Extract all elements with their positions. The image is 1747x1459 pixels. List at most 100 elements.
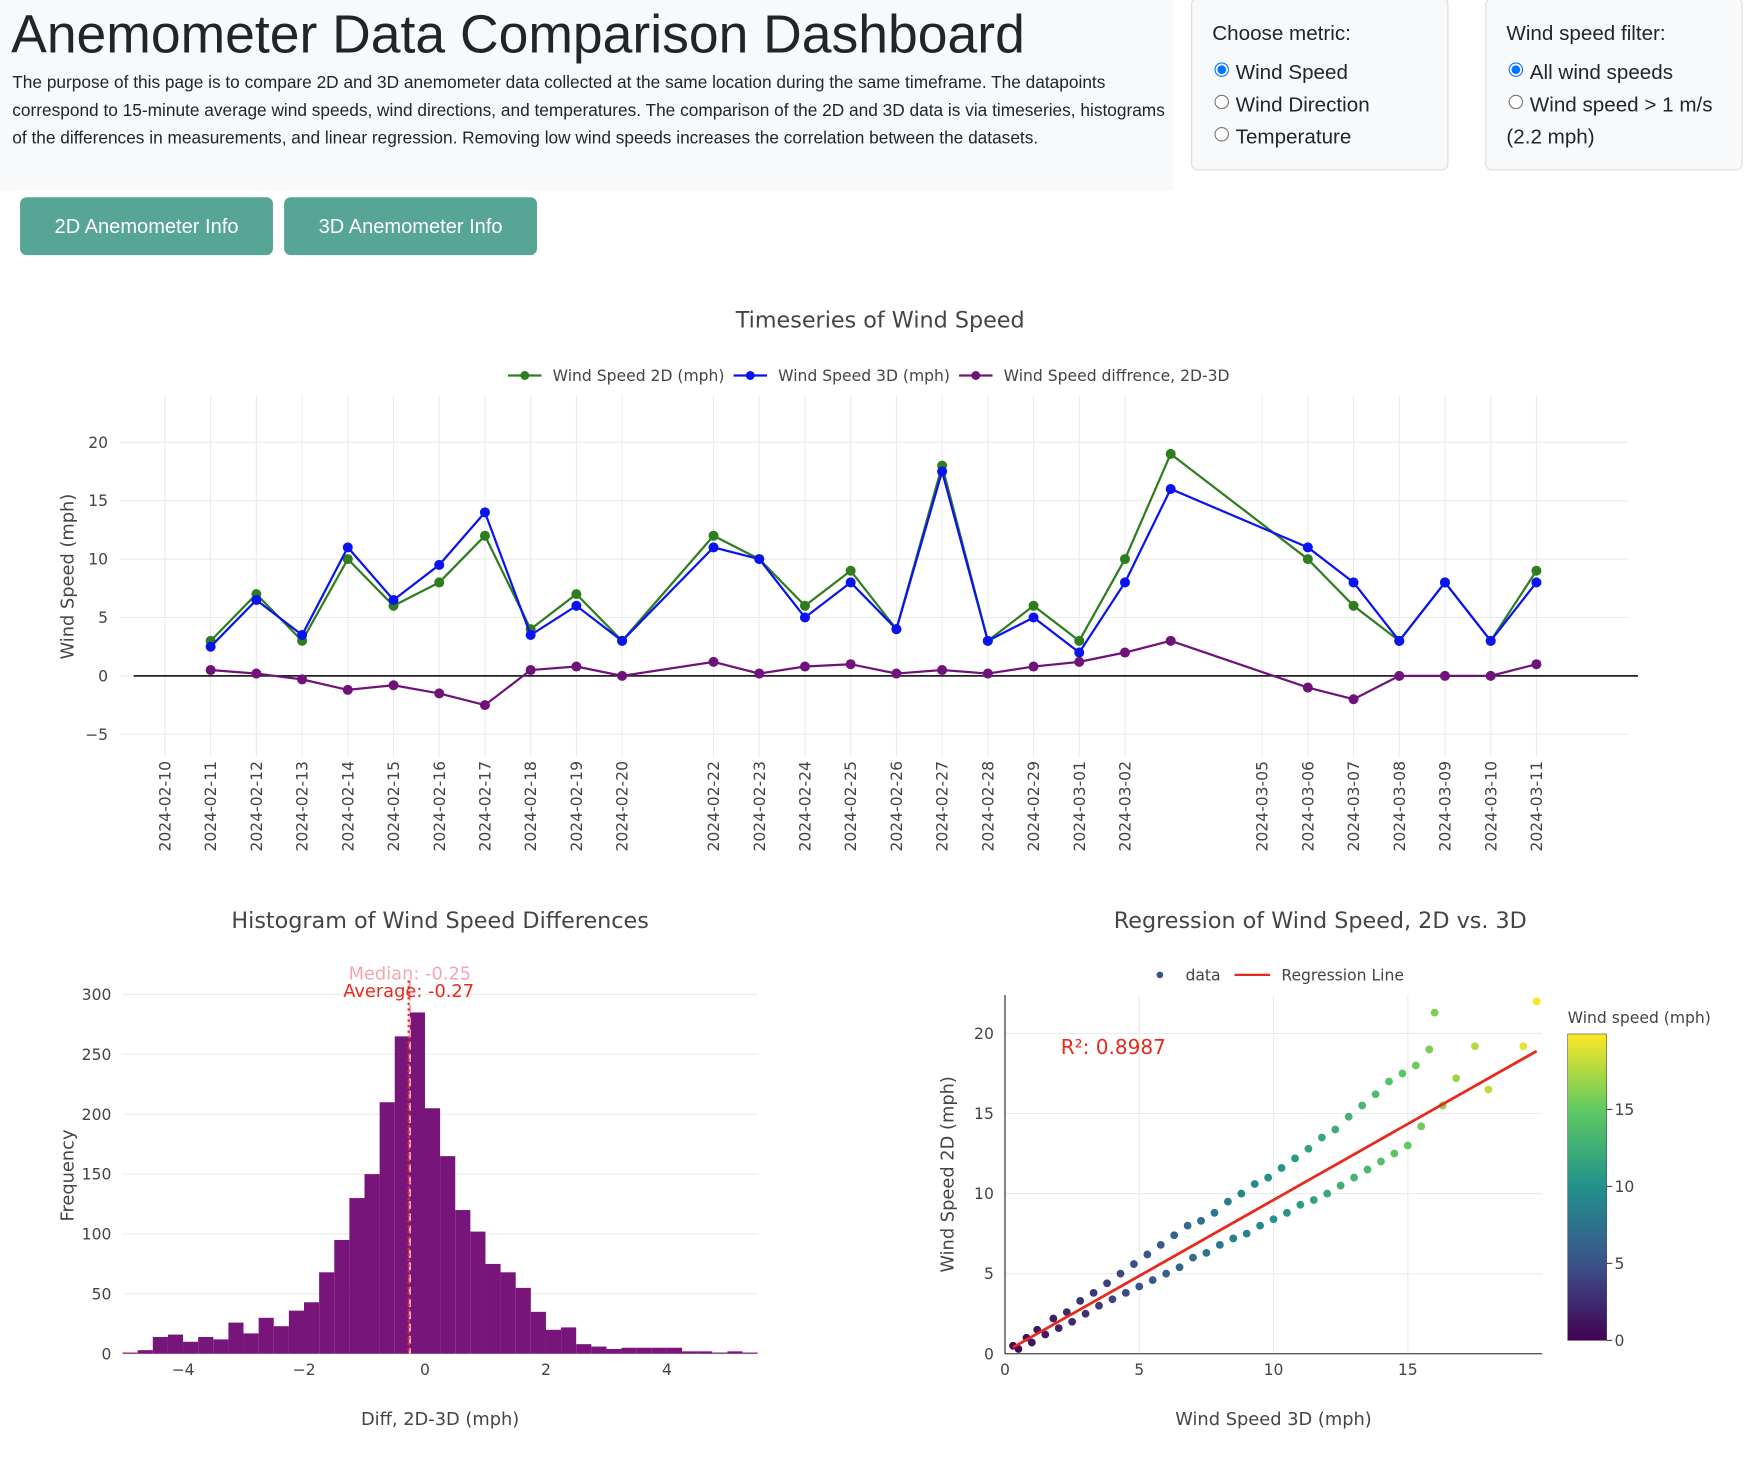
radio-button[interactable] [1214, 94, 1229, 110]
scatter-point [1336, 1181, 1345, 1190]
data-point [1485, 670, 1496, 681]
histogram-bar [364, 1174, 380, 1354]
histogram-bar [591, 1346, 607, 1354]
y-tick-label: 10 [88, 551, 108, 569]
y-tick-label: 20 [88, 434, 108, 452]
y-tick-label: 5 [98, 609, 108, 627]
scatter-point [1425, 1045, 1434, 1054]
data-point [525, 629, 536, 641]
x-tick-label: 2024-02-26 [888, 761, 906, 852]
radio-label: Wind Speed [1235, 60, 1348, 84]
histogram-bar [576, 1344, 592, 1354]
scatter-point [1417, 1122, 1426, 1131]
data-point [937, 665, 948, 676]
page-title: Anemometer Data Comparison Dashboard [11, 5, 1025, 65]
radio-option[interactable]: All wind speeds [1506, 56, 1741, 88]
data-point [1028, 661, 1039, 672]
data-point [1439, 577, 1450, 588]
info-button[interactable]: 3D Anemometer Info [284, 197, 538, 256]
y-tick-label: 250 [82, 1046, 112, 1064]
histogram-bar [682, 1351, 698, 1354]
data-point [1531, 565, 1542, 576]
scatter-point [1452, 1074, 1461, 1083]
scatter-point [1390, 1149, 1399, 1158]
x-tick-label: 2024-02-15 [385, 761, 403, 852]
legend-label: Wind Speed 2D (mph) [553, 367, 725, 385]
histogram-bar [304, 1302, 320, 1354]
regression-line [1012, 1049, 1538, 1349]
x-tick-label: −4 [172, 1361, 195, 1379]
data-point [708, 542, 719, 553]
histogram-bar [545, 1329, 562, 1354]
series-line [210, 639, 1537, 707]
y-tick-label: −5 [85, 726, 108, 744]
x-tick-label: 2024-03-07 [1345, 761, 1363, 852]
radio-option[interactable]: Wind Direction [1212, 88, 1447, 120]
data-point [708, 530, 719, 541]
scatter-point [1143, 1250, 1152, 1259]
data-point [571, 589, 582, 600]
y-tick-label: 10 [974, 1185, 994, 1203]
radio-option[interactable]: Temperature [1212, 120, 1447, 152]
scatter-point [1430, 1008, 1439, 1017]
radio-option[interactable]: Wind speed > 1 m/s (2.2 mph) [1506, 88, 1741, 153]
scatter-point [1331, 1125, 1340, 1134]
histogram-bar [606, 1348, 622, 1354]
histogram-bar [636, 1347, 652, 1354]
radio-button[interactable] [1214, 62, 1229, 77]
y-tick-label: 0 [101, 1345, 111, 1363]
scatter-point [1269, 1215, 1278, 1224]
radio-button[interactable] [1508, 94, 1524, 110]
radio-option[interactable]: Wind Speed [1212, 56, 1447, 88]
chart-title: Regression of Wind Speed, 2D vs. 3D [1114, 908, 1527, 934]
histogram-bar [137, 1350, 153, 1354]
data-point [571, 600, 582, 611]
scatter-point [1398, 1069, 1407, 1078]
x-tick-label: 0 [1000, 1361, 1010, 1379]
x-tick-label: 2024-03-01 [1071, 761, 1089, 852]
scatter-point [1210, 1208, 1219, 1217]
data-point [845, 659, 856, 670]
metric-control: Choose metric: Wind Speed Wind Direction Te… [1191, 0, 1449, 171]
control-label: Choose metric: [1212, 21, 1351, 45]
data-point [1531, 577, 1542, 588]
data-point [1302, 542, 1313, 553]
histogram-bar [122, 1352, 138, 1354]
x-axis-title: Diff, 2D-3D (mph) [361, 1409, 519, 1430]
data-point [479, 700, 490, 711]
radio-label: Wind speed > 1 m/s (2.2 mph) [1506, 92, 1713, 149]
x-tick-label: 2024-02-10 [157, 761, 175, 852]
data-point [1348, 694, 1359, 705]
scatter-point [1532, 997, 1541, 1006]
data-point [1394, 670, 1405, 681]
histogram-bar [530, 1311, 546, 1354]
data-point [1531, 659, 1542, 670]
data-point [342, 684, 353, 695]
scatter-point [1108, 1295, 1117, 1304]
data-point [1394, 635, 1405, 646]
histogram-bar [243, 1333, 259, 1354]
scatter-point [1250, 1180, 1259, 1188]
legend-label: Wind Speed 3D (mph) [778, 367, 950, 385]
info-button[interactable]: 2D Anemometer Info [20, 197, 273, 256]
histogram-bar [561, 1327, 577, 1354]
data-point [479, 507, 490, 518]
histogram-bar [334, 1239, 350, 1354]
scatter-point [1170, 1231, 1179, 1240]
radio-button[interactable] [1508, 62, 1524, 77]
scatter-point [1358, 1101, 1367, 1110]
scatter-point [1162, 1269, 1171, 1278]
radio-button[interactable] [1214, 127, 1229, 142]
series-line [209, 467, 1538, 655]
filter-control: Wind speed filter: All wind speeds Wind sp… [1485, 0, 1743, 171]
annotation: Median: -0.25 [349, 963, 472, 984]
x-tick-label: 2024-02-28 [979, 761, 997, 852]
x-tick-label: 10 [1264, 1361, 1284, 1379]
x-tick-label: 2024-02-13 [294, 761, 312, 852]
x-tick-label: 2024-03-06 [1299, 761, 1317, 852]
x-tick-label: 5 [1134, 1361, 1144, 1379]
data-point [525, 665, 536, 676]
data-point [1165, 483, 1176, 495]
y-axis-title: Frequency [58, 1129, 79, 1221]
